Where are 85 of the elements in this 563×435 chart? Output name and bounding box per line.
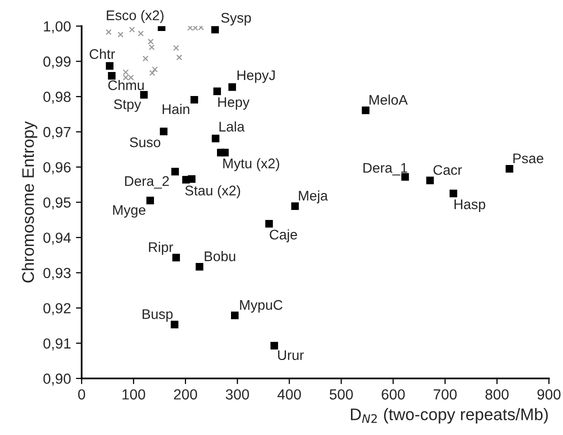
y-axis-title: Chromosome Entropy bbox=[22, 121, 38, 282]
y-tick-label: 0,94 bbox=[43, 232, 71, 245]
annotation: Caje bbox=[270, 229, 298, 242]
x-tick-label: 300 bbox=[226, 389, 249, 400]
point bbox=[142, 56, 148, 62]
point bbox=[171, 168, 179, 176]
point bbox=[138, 30, 144, 36]
annotation: Hain bbox=[162, 104, 190, 114]
point bbox=[228, 83, 236, 91]
y-tick-label: 0,93 bbox=[43, 268, 71, 280]
annotation: MeloA bbox=[370, 94, 408, 105]
y-tick-label: 0,91 bbox=[43, 338, 71, 350]
point bbox=[196, 262, 204, 271]
point bbox=[231, 312, 239, 320]
y-tick-label: 0,96 bbox=[43, 162, 71, 174]
annotation: Sysp bbox=[221, 12, 251, 26]
point bbox=[173, 44, 180, 51]
point bbox=[221, 148, 229, 156]
x-axis-title: D$_{N2}$ (two-copy repeats/Mb) bbox=[350, 408, 548, 424]
annotation: Busp bbox=[142, 309, 173, 322]
annotation: Esco (x2) bbox=[106, 10, 164, 23]
y-tick-label: 0,92 bbox=[43, 303, 70, 316]
annotation: Cacr bbox=[434, 165, 462, 175]
y-tick-label: 0,99 bbox=[43, 56, 71, 68]
y-tick-label: 0,97 bbox=[43, 126, 70, 139]
y-tick-label: 0,90 bbox=[43, 374, 71, 386]
annotation: Hepy bbox=[218, 97, 250, 110]
point bbox=[188, 175, 196, 183]
x-tick-label: 400 bbox=[277, 389, 301, 400]
x-tick-label: 700 bbox=[434, 389, 457, 400]
annotation: Hasp bbox=[454, 200, 486, 212]
point bbox=[122, 69, 129, 76]
annotation: Stau (x2) bbox=[185, 185, 240, 198]
x-tick-label: 0 bbox=[78, 389, 86, 400]
annotation: Suso bbox=[130, 137, 160, 148]
point bbox=[212, 134, 220, 142]
x-tick-label: 200 bbox=[174, 389, 198, 400]
point bbox=[106, 62, 114, 70]
point bbox=[362, 106, 370, 114]
annotation: Meja bbox=[298, 190, 328, 204]
point bbox=[450, 190, 458, 198]
point bbox=[213, 87, 221, 96]
point bbox=[118, 32, 124, 38]
annotation: Dera_1 bbox=[363, 163, 408, 176]
point bbox=[108, 72, 116, 80]
point bbox=[172, 254, 180, 262]
x-tick-label: 600 bbox=[382, 389, 405, 400]
point bbox=[148, 38, 154, 45]
annotation: Bobu bbox=[204, 251, 236, 262]
annotation: Ripr bbox=[149, 242, 174, 255]
annotation: Stpy bbox=[114, 99, 142, 112]
y-tick-label: 0,95 bbox=[43, 197, 71, 210]
point bbox=[270, 342, 278, 350]
annotation: Chtr bbox=[90, 48, 115, 60]
point bbox=[152, 66, 158, 72]
point bbox=[140, 91, 148, 99]
annotation: Urur bbox=[278, 350, 304, 360]
point bbox=[291, 202, 299, 210]
x-tick-label: 800 bbox=[485, 389, 509, 400]
point bbox=[160, 128, 168, 136]
annotation: HepyJ bbox=[238, 70, 275, 83]
y-tick-label: 1,00 bbox=[44, 21, 71, 34]
annotation: Dera_2 bbox=[125, 176, 169, 189]
point bbox=[146, 196, 154, 204]
point bbox=[148, 44, 155, 50]
point bbox=[149, 70, 156, 76]
annotation: Psae bbox=[513, 154, 544, 164]
point bbox=[265, 220, 273, 228]
point bbox=[426, 176, 434, 184]
x-tick-label: 900 bbox=[537, 389, 561, 400]
point bbox=[506, 165, 514, 173]
annotation: Lala bbox=[220, 121, 245, 132]
point bbox=[106, 29, 112, 36]
x-tick-label: 100 bbox=[122, 389, 146, 400]
point bbox=[170, 320, 178, 328]
annotation: Mytu (x2) bbox=[223, 158, 280, 172]
x-tick-label: 500 bbox=[330, 389, 353, 400]
annotation: Myge bbox=[113, 205, 146, 218]
annotation: Chmu bbox=[108, 80, 144, 90]
point bbox=[176, 54, 182, 60]
point bbox=[211, 26, 219, 34]
point bbox=[129, 26, 135, 33]
annotation: MypuC bbox=[240, 300, 282, 313]
point bbox=[190, 96, 198, 104]
y-tick-label: 0,98 bbox=[43, 92, 71, 104]
